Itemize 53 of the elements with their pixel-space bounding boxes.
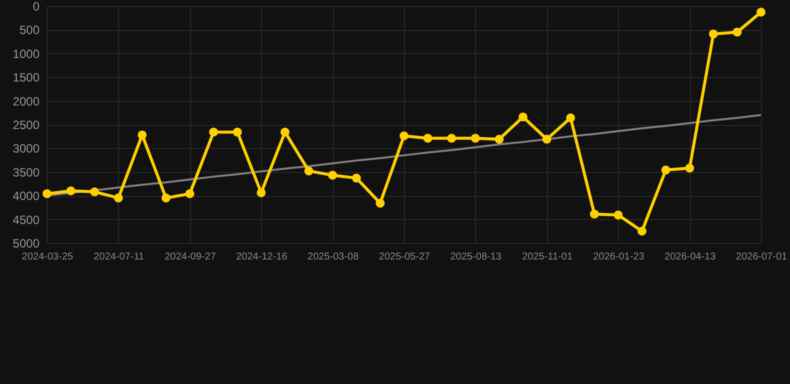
point: [590, 210, 599, 219]
y-tick-label: 1500: [12, 70, 40, 85]
x-tick-label: 2024-03-25: [22, 252, 74, 262]
point: [756, 8, 766, 17]
y-tick-label: 1000: [12, 46, 40, 61]
point: [232, 128, 242, 137]
point: [614, 210, 623, 220]
point: [518, 112, 528, 122]
point: [280, 128, 290, 137]
point: [566, 113, 576, 122]
x-tick-label: 2025-08-13: [450, 252, 502, 262]
point: [42, 189, 52, 198]
x-tick-label: 2024-12-16: [236, 252, 288, 262]
x-tick-label: 2024-09-27: [164, 252, 216, 262]
point: [638, 226, 646, 236]
y-tick-label: 4000: [12, 189, 40, 204]
y-tick-label: 0: [32, 0, 40, 14]
point: [256, 188, 266, 198]
y-tick-label: 500: [19, 23, 40, 38]
point: [685, 164, 694, 173]
y-tick-label: 4500: [12, 212, 40, 227]
point: [352, 174, 361, 183]
y-tick-label: 2500: [12, 118, 40, 132]
point: [708, 30, 718, 38]
x-tick-label: 2025-11-01: [522, 252, 573, 262]
x-tick-label: 2026-01-23: [593, 252, 645, 262]
y-tick-label: 5000: [12, 236, 40, 250]
point: [542, 134, 552, 144]
point: [732, 28, 742, 37]
point: [328, 170, 338, 180]
point: [447, 134, 456, 143]
y-tick-label: 2000: [12, 94, 40, 108]
x-tick-label: 2026-07-01: [736, 252, 788, 262]
point: [494, 134, 504, 144]
x-tick-label: 2026-04-13: [664, 252, 716, 262]
x-tick-label: 2025-05-27: [378, 252, 431, 262]
point: [376, 198, 385, 208]
point: [66, 186, 76, 196]
point: [304, 166, 314, 176]
point: [661, 166, 670, 174]
point: [423, 134, 432, 143]
point: [162, 194, 170, 202]
point: [209, 128, 218, 137]
y-tick-label: 3000: [12, 142, 40, 156]
point: [90, 187, 100, 196]
point: [185, 189, 194, 198]
point: [400, 131, 408, 140]
x-tick-label: 2024-07-11: [94, 252, 145, 262]
x-tick-label: 2025-03-08: [308, 252, 360, 262]
point: [114, 194, 123, 202]
point: [470, 134, 480, 143]
point: [138, 130, 147, 140]
y-tick-label: 3500: [12, 165, 40, 180]
